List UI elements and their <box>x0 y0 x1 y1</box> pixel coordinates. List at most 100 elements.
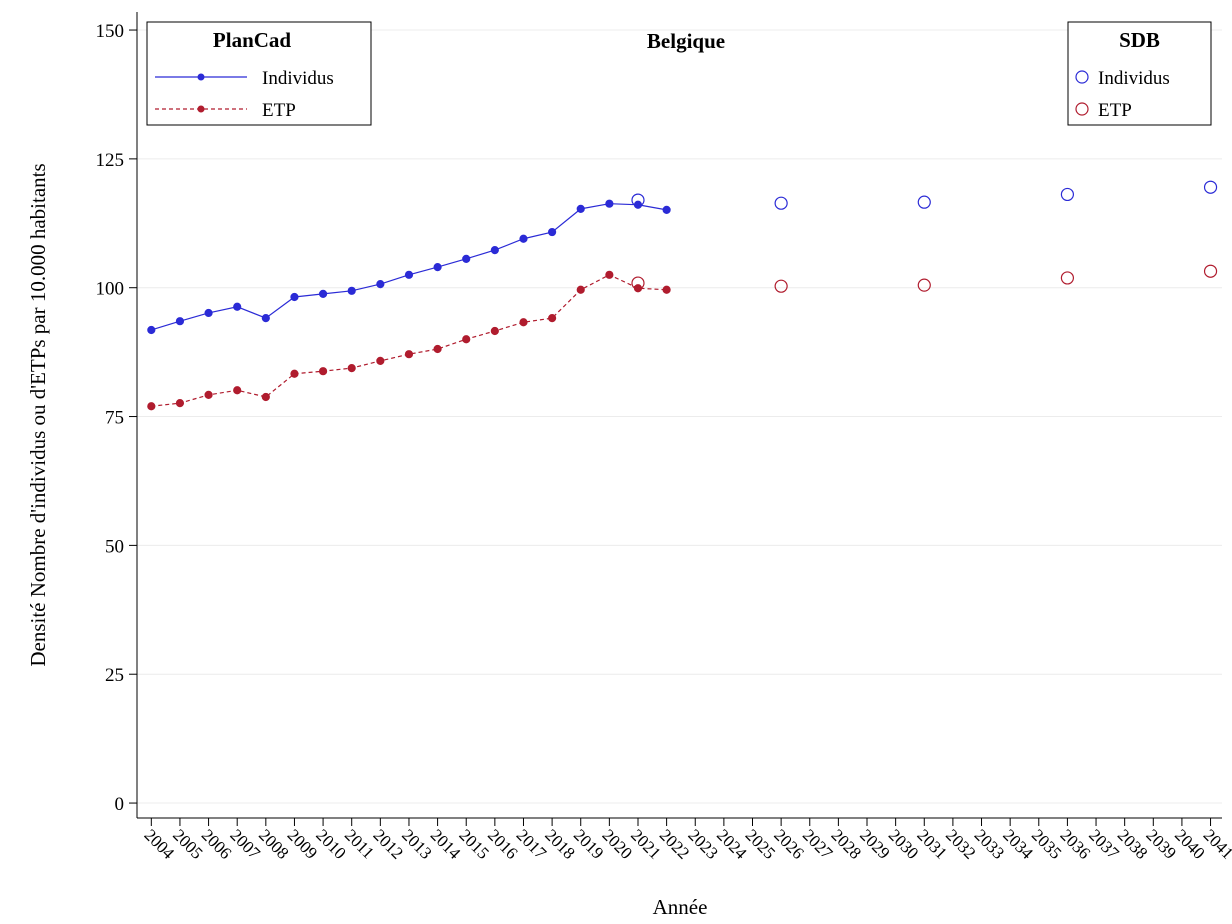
data-point <box>519 234 528 243</box>
data-point <box>774 196 788 210</box>
legend-label: ETP <box>262 100 296 121</box>
x-tick-label: 2009 <box>284 825 321 862</box>
y-tick-label: 50 <box>105 536 124 557</box>
legend-title: PlanCad <box>213 28 292 52</box>
x-tick-label: 2033 <box>971 825 1008 862</box>
legend-title: SDB <box>1119 28 1160 52</box>
data-point <box>347 364 356 373</box>
x-tick-label: 2029 <box>856 825 893 862</box>
x-tick-label: 2019 <box>570 825 607 862</box>
data-point <box>576 285 585 294</box>
x-tick-label: 2036 <box>1057 825 1094 862</box>
y-tick-label: 75 <box>105 408 124 429</box>
x-tick-label: 2028 <box>828 825 865 862</box>
data-point <box>548 227 557 237</box>
data-point <box>290 292 299 302</box>
data-point <box>605 270 614 279</box>
data-point <box>462 335 471 344</box>
data-point <box>376 280 385 289</box>
legend-label: Individus <box>262 68 334 89</box>
data-point <box>1060 271 1075 285</box>
x-tick-label: 2011 <box>341 825 378 862</box>
data-point <box>204 308 213 318</box>
data-point <box>433 262 442 272</box>
chart-title: Belgique <box>647 29 725 53</box>
y-tick-label: 125 <box>96 150 125 171</box>
data-point <box>576 204 585 213</box>
x-tick-label: 2020 <box>599 825 636 862</box>
x-tick-label: 2018 <box>541 825 578 862</box>
x-tick-label: 2034 <box>999 825 1037 863</box>
legend-label: Individus <box>1098 68 1170 89</box>
y-axis-label: Densité Nombre d'individus ou d'ETPs par… <box>26 163 50 666</box>
data-point <box>175 399 185 408</box>
data-point <box>261 392 270 402</box>
x-tick-label: 2004 <box>140 825 178 863</box>
data-point <box>233 386 242 395</box>
x-tick-label: 2013 <box>398 825 435 862</box>
data-point <box>318 367 328 376</box>
x-tick-label: 2025 <box>742 825 779 862</box>
x-tick-label: 2035 <box>1028 825 1065 862</box>
data-point <box>490 245 499 255</box>
x-tick-label: 2037 <box>1085 825 1123 863</box>
data-point <box>404 270 414 279</box>
legend-box <box>1067 21 1212 126</box>
x-tick-label: 2032 <box>942 825 979 862</box>
x-tick-label: 2040 <box>1171 825 1208 862</box>
data-point <box>633 200 643 209</box>
data-point <box>147 402 156 411</box>
y-tick-label: 0 <box>115 794 125 815</box>
data-point <box>774 279 788 293</box>
legend-marker <box>1075 70 1089 84</box>
data-point <box>204 390 213 400</box>
x-tick-label: 2030 <box>885 825 922 862</box>
x-tick-label: 2026 <box>770 825 807 862</box>
x-tick-label: 2031 <box>913 825 950 862</box>
x-tick-label: 2021 <box>627 825 664 862</box>
x-tick-label: 2015 <box>455 825 492 862</box>
data-point <box>261 314 270 323</box>
data-point <box>233 302 242 311</box>
data-point <box>548 314 557 323</box>
data-point <box>404 350 414 359</box>
data-point <box>318 289 328 298</box>
data-point <box>147 325 156 335</box>
legend-label: ETP <box>1098 100 1132 121</box>
y-tick-label: 25 <box>105 665 124 686</box>
data-point <box>433 344 442 354</box>
data-point <box>519 318 528 327</box>
x-tick-label: 2027 <box>799 825 837 863</box>
x-tick-label: 2024 <box>713 825 751 863</box>
x-axis-label: Année <box>653 895 708 919</box>
x-tick-label: 2010 <box>312 825 349 862</box>
x-tick-label: 2017 <box>513 825 551 863</box>
y-tick-label: 150 <box>96 21 125 42</box>
legend-box <box>146 21 372 126</box>
x-tick-label: 2023 <box>684 825 721 862</box>
data-point <box>1203 264 1218 278</box>
x-tick-label: 2039 <box>1142 825 1179 862</box>
x-tick-label: 2022 <box>656 825 693 862</box>
legend-marker <box>1075 102 1089 116</box>
data-point <box>490 326 499 336</box>
data-point <box>662 205 671 214</box>
x-tick-label: 2007 <box>226 825 264 863</box>
data-point <box>917 278 931 292</box>
series-line <box>151 203 667 331</box>
legend-marker <box>197 105 205 113</box>
series-line <box>151 274 667 407</box>
data-point <box>175 317 185 326</box>
data-point <box>1060 187 1075 202</box>
data-point <box>290 369 299 378</box>
data-point <box>631 193 645 207</box>
data-point <box>662 285 671 294</box>
data-point <box>462 254 471 263</box>
x-tick-label: 2005 <box>169 825 206 862</box>
x-tick-label: 2006 <box>198 825 235 862</box>
x-tick-label: 2014 <box>427 825 465 863</box>
x-tick-label: 2016 <box>484 825 521 862</box>
legend-marker <box>197 73 205 81</box>
